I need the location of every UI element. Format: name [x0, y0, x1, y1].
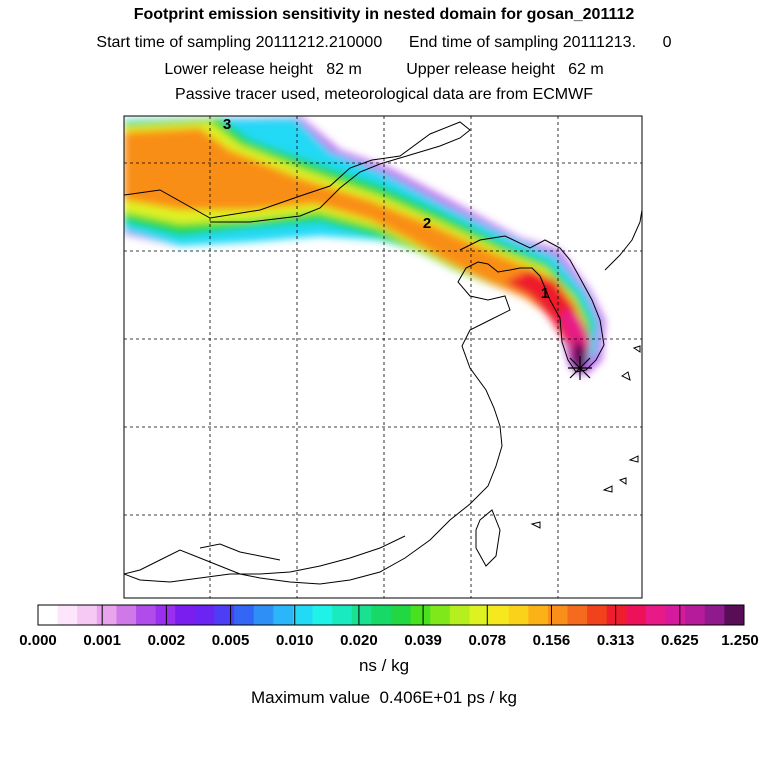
- colorbar-swatch: [685, 605, 706, 625]
- colorbar-swatch: [606, 605, 627, 625]
- colorbar-swatch: [430, 605, 451, 625]
- marker-2: 2: [423, 215, 431, 232]
- colorbar-swatch: [645, 605, 667, 625]
- colorbar-tick-label: 0.010: [276, 632, 314, 649]
- star-icon: [568, 356, 592, 380]
- colorbar-swatch: [234, 605, 255, 625]
- coastlines: [124, 121, 642, 585]
- colorbar-swatch: [410, 605, 431, 625]
- colorbar-tick-label: 1.250: [721, 632, 759, 649]
- colorbar-swatch: [77, 605, 98, 625]
- colorbar-swatch: [704, 605, 725, 625]
- colorbar-tick-label: 0.020: [340, 632, 378, 649]
- colorbar-swatch: [194, 605, 215, 625]
- colorbar-swatch: [724, 605, 745, 625]
- colorbar-swatch: [469, 605, 490, 625]
- colorbar-tick-label: 0.001: [83, 632, 121, 649]
- colorbar-swatch: [332, 605, 353, 625]
- colorbar-swatch: [587, 605, 608, 625]
- colorbar-swatch: [175, 605, 196, 625]
- map-frame: [123, 115, 643, 599]
- colorbar-swatch: [292, 605, 314, 625]
- colorbar-swatch: [155, 605, 176, 625]
- colorbar-tick-label: 0.005: [212, 632, 250, 649]
- graticule: [124, 116, 642, 598]
- colorbar-tick-label: 0.625: [661, 632, 699, 649]
- colorbar-swatch: [528, 605, 549, 625]
- colorbar-tick-label: 0.039: [404, 632, 442, 649]
- colorbar-swatch: [136, 605, 157, 625]
- colorbar-swatch: [449, 605, 470, 625]
- colorbar-tick-label: 0.078: [468, 632, 506, 649]
- marker-3: 3: [223, 116, 231, 133]
- maximum-value: Maximum value 0.406E+01 ps / kg: [251, 688, 517, 707]
- colorbar-ticks: 0.000 0.001 0.002 0.005 0.010 0.020 0.039 0.078…: [19, 605, 759, 649]
- colorbar-swatch: [214, 605, 235, 625]
- colorbar-unit: ns / kg: [358, 656, 410, 675]
- colorbar: [38, 605, 745, 625]
- colorbar-swatch: [253, 605, 274, 625]
- colorbar-tick-label: 0.313: [597, 632, 635, 649]
- colorbar-swatch: [273, 605, 294, 625]
- colorbar-swatch: [489, 605, 510, 625]
- colorbar-swatch: [508, 605, 529, 625]
- plot-title: Footprint emission sensitivity in nested…: [133, 6, 635, 23]
- colorbar-swatch: [116, 605, 137, 625]
- sampling-times: Start time of sampling 20111212.210000 E…: [96, 34, 672, 51]
- marker-1: 1: [541, 285, 549, 302]
- colorbar-tick-label: 0.156: [533, 632, 571, 649]
- colorbar-swatch: [371, 605, 392, 625]
- colorbar-swatch: [312, 605, 333, 625]
- plume: [124, 116, 605, 376]
- colorbar-tick-label: 0.002: [148, 632, 186, 649]
- tracer-info: Passive tracer used, meteorological data…: [175, 86, 593, 103]
- colorbar-swatch: [567, 605, 588, 625]
- colorbar-tick-label: 0.000: [19, 632, 57, 649]
- colorbar-swatch: [351, 605, 372, 625]
- colorbar-swatch: [57, 605, 78, 625]
- colorbar-swatch: [547, 605, 568, 625]
- colorbar-swatch: [38, 605, 59, 625]
- colorbar-swatch: [391, 605, 412, 625]
- release-heights: Lower release height 82 m Upper release …: [164, 61, 604, 78]
- colorbar-swatch: [626, 605, 647, 625]
- colorbar-swatch: [665, 605, 686, 625]
- colorbar-swatch: [96, 605, 117, 625]
